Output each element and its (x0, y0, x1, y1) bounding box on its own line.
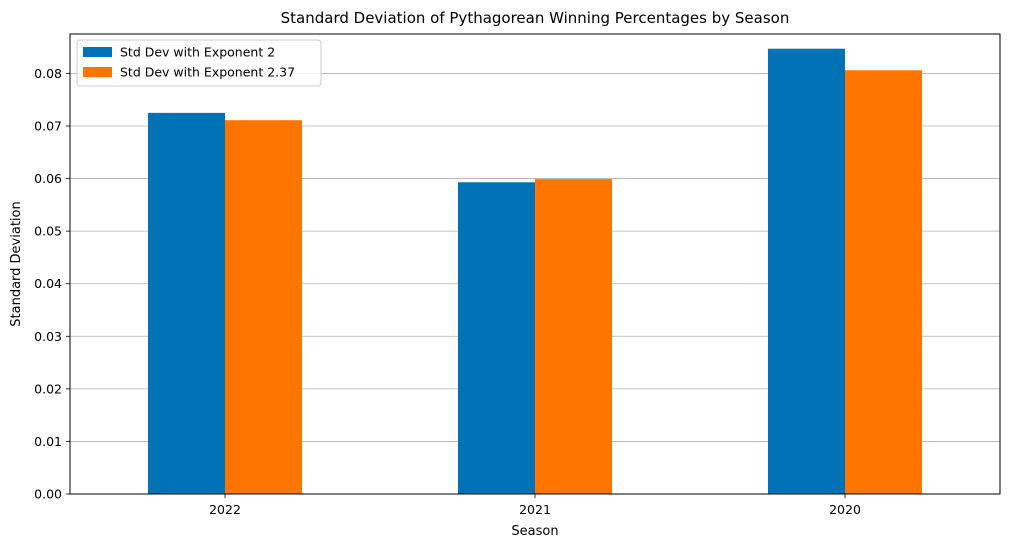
y-axis-label: Standard Deviation (9, 201, 24, 326)
y-tick-label: 0.08 (34, 66, 62, 81)
x-axis-label: Season (511, 524, 558, 539)
legend-box (76, 39, 322, 87)
x-tick-label: 2022 (209, 502, 241, 517)
bar-2020-series-2 (845, 70, 922, 494)
x-tick-label: 2020 (829, 502, 861, 517)
y-tick-label: 0.03 (34, 329, 62, 344)
y-tick-label: 0.02 (34, 381, 62, 396)
legend-label: Std Dev with Exponent 2 (120, 45, 275, 60)
legend-label: Std Dev with Exponent 2.37 (120, 65, 295, 80)
bar-2020-series-1 (768, 48, 845, 494)
chart-title: Standard Deviation of Pythagorean Winnin… (281, 9, 790, 27)
y-tick-label: 0.01 (34, 434, 62, 449)
bar-2021-series-2 (535, 179, 612, 494)
legend: Std Dev with Exponent 2 Std Dev with Expo… (76, 39, 322, 87)
legend-swatch (83, 67, 112, 77)
y-tick-label: 0.06 (34, 171, 62, 186)
y-tick-label: 0.05 (34, 224, 62, 239)
x-axis-ticks: 2022 2021 2020 (209, 494, 861, 517)
x-tick-label: 2021 (519, 502, 551, 517)
y-tick-label: 0.07 (34, 119, 62, 134)
legend-swatch (83, 47, 112, 57)
y-axis-ticks: 0.00 0.01 0.02 0.03 0.04 0.05 0.06 0.07 0.08 (34, 66, 70, 502)
y-tick-label: 0.04 (34, 276, 62, 291)
bar-2022-series-1 (148, 112, 225, 494)
bars (148, 48, 922, 495)
bar-2022-series-2 (225, 120, 302, 495)
bar-2021-series-1 (458, 182, 535, 494)
y-tick-label: 0.00 (34, 487, 62, 502)
